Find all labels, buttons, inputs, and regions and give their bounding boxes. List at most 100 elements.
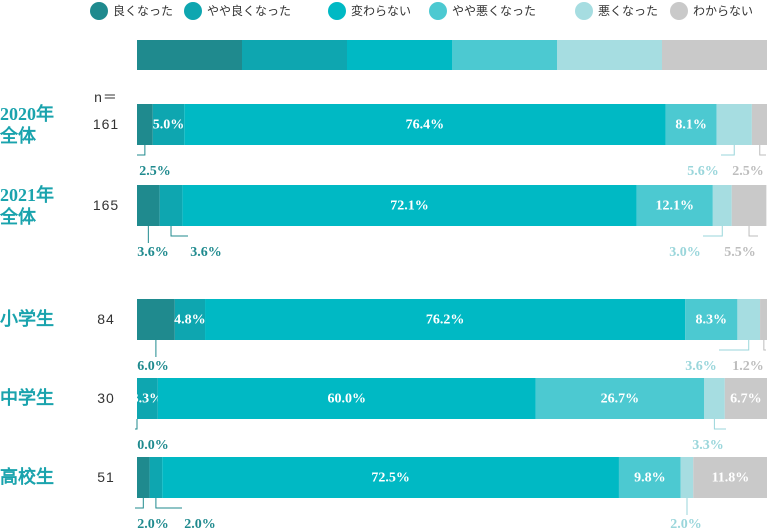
value-label: 72.1% xyxy=(390,199,429,214)
legend-strip xyxy=(662,40,767,70)
bar-segment xyxy=(159,185,183,226)
leader-line xyxy=(135,419,138,430)
leader-line xyxy=(155,498,182,509)
n-value: 161 xyxy=(92,116,120,132)
value-label: 6.0% xyxy=(137,359,169,374)
bar-segment xyxy=(149,457,163,498)
value-label: 12.1% xyxy=(655,199,694,214)
leader-line xyxy=(137,145,146,156)
value-label: 26.7% xyxy=(601,392,640,407)
value-label: 3.6% xyxy=(190,245,222,260)
bar-segment xyxy=(137,185,160,226)
legend-label: 変わらない xyxy=(351,3,411,18)
leader-line xyxy=(721,145,735,156)
n-value: 165 xyxy=(92,197,120,213)
bar-segment xyxy=(716,104,752,145)
bar-segment xyxy=(704,378,725,419)
value-label: 3.6% xyxy=(685,359,717,374)
value-label: 5.5% xyxy=(724,245,756,260)
value-label: 8.3% xyxy=(695,313,727,328)
legend-strip xyxy=(137,40,243,70)
bar-segment xyxy=(731,185,767,226)
n-value: 30 xyxy=(97,390,115,406)
bar-segment xyxy=(152,104,185,145)
bar-segment xyxy=(760,299,767,340)
bar-segment xyxy=(535,378,704,419)
legend-strip xyxy=(557,40,663,70)
category-label: 中学生 xyxy=(0,388,54,408)
leader-line xyxy=(763,340,766,351)
category-label: 2020年全体 xyxy=(0,104,54,146)
legend-marker xyxy=(328,2,346,20)
legend-marker xyxy=(575,2,593,20)
bar-segment xyxy=(665,104,717,145)
value-label: 76.2% xyxy=(426,313,465,328)
value-label: 0.0% xyxy=(137,438,169,453)
leader-line xyxy=(170,226,188,237)
leader-line xyxy=(759,145,766,156)
category-label: 2021年全体 xyxy=(0,185,54,227)
bar-segment xyxy=(174,299,206,340)
bar-segment xyxy=(137,457,150,498)
value-label: 3.6% xyxy=(137,245,169,260)
value-label: 2.5% xyxy=(139,164,171,179)
leader-line xyxy=(748,226,758,237)
bar-segment xyxy=(618,457,681,498)
legend-label: 良くなった xyxy=(113,3,173,18)
value-label: 1.2% xyxy=(732,359,764,374)
value-label: 8.1% xyxy=(675,118,707,133)
legend-label: やや良くなった xyxy=(207,3,291,18)
value-label: 72.5% xyxy=(371,471,410,486)
legend-label: やや悪くなった xyxy=(452,4,536,18)
legend-strip xyxy=(452,40,558,70)
value-label: 4.8% xyxy=(174,313,206,328)
bar-segment xyxy=(184,104,666,145)
bar-segment xyxy=(751,104,767,145)
legend-marker xyxy=(184,2,202,20)
value-label: 2.0% xyxy=(670,517,702,531)
bar-segment xyxy=(680,457,694,498)
bar-segment xyxy=(737,299,761,340)
bar-segment xyxy=(162,457,619,498)
legend-label: 悪くなった xyxy=(598,4,658,18)
bar-segment xyxy=(205,299,686,340)
value-label: 11.8% xyxy=(712,471,750,486)
value-label: 3.3% xyxy=(692,438,724,453)
value-label: 2.0% xyxy=(137,517,169,531)
bar-segment xyxy=(157,378,536,419)
bar-segment xyxy=(685,299,738,340)
bar-segment xyxy=(137,299,175,340)
legend-marker xyxy=(90,2,108,20)
value-label: 5.0% xyxy=(153,118,185,133)
value-label: 5.6% xyxy=(687,164,719,179)
leader-line xyxy=(713,419,726,430)
bar-segment xyxy=(137,104,153,145)
leader-line xyxy=(135,498,144,509)
legend-strip xyxy=(347,40,453,70)
value-label: 2.0% xyxy=(184,517,216,531)
value-label: 9.8% xyxy=(634,471,666,486)
value-label: 3.0% xyxy=(669,245,701,260)
value-label: 2.5% xyxy=(732,164,764,179)
legend-strip xyxy=(242,40,348,70)
legend-marker xyxy=(670,2,688,20)
n-label: n＝ xyxy=(94,89,118,105)
n-value: 51 xyxy=(97,469,115,485)
legend-label: わからない xyxy=(693,4,753,18)
leader-line xyxy=(719,340,750,351)
value-label: 60.0% xyxy=(328,392,367,407)
value-label: 6.7% xyxy=(730,392,762,407)
value-label: 76.4% xyxy=(406,118,445,133)
bar-segment xyxy=(182,185,637,226)
legend-marker xyxy=(429,2,447,20)
bar-segment xyxy=(724,378,767,419)
value-label: 3.3% xyxy=(132,392,164,407)
bar-segment xyxy=(137,378,158,419)
bar-segment xyxy=(712,185,732,226)
bar-segment xyxy=(636,185,713,226)
leader-line xyxy=(703,226,723,237)
n-value: 84 xyxy=(97,311,115,327)
category-label: 小学生 xyxy=(0,309,54,329)
